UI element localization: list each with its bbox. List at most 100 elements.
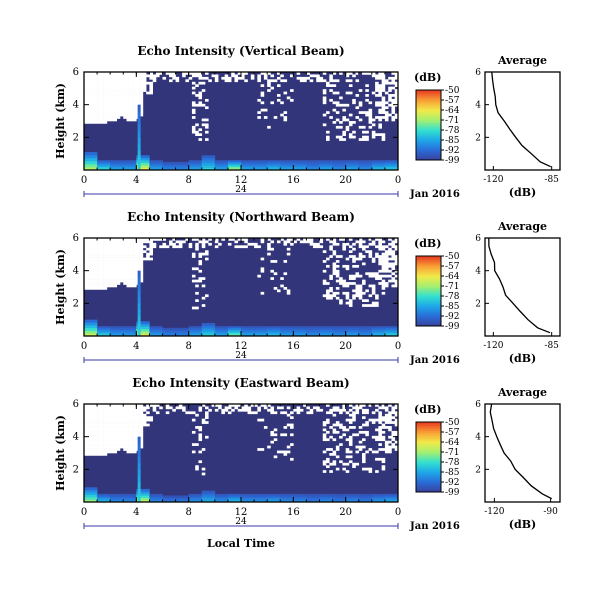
no-echo-cell	[384, 118, 389, 122]
no-echo-cell	[388, 98, 392, 102]
no-echo-cell	[326, 430, 330, 434]
no-echo-cell	[110, 108, 114, 112]
no-echo-cell	[133, 257, 137, 261]
no-echo-cell	[198, 406, 203, 410]
no-echo-cell	[368, 284, 373, 288]
colorbar-segment	[416, 142, 441, 145]
no-echo-cell	[100, 406, 104, 410]
no-echo-cell	[93, 433, 98, 437]
no-echo-cell	[358, 448, 363, 451]
echo-cell	[227, 499, 242, 501]
no-echo-cell	[208, 238, 212, 241]
plume-cell	[137, 316, 141, 324]
no-echo-cell	[345, 455, 350, 459]
no-echo-cell	[93, 81, 98, 85]
no-echo-cell	[394, 411, 399, 415]
echo-plume	[137, 436, 141, 503]
echo-cell	[123, 332, 137, 335]
no-echo-cell	[172, 245, 176, 249]
no-echo-cell	[214, 404, 219, 407]
no-echo-cell	[257, 79, 261, 83]
no-echo-cell	[93, 106, 98, 110]
no-echo-cell	[384, 267, 389, 271]
no-echo-cell	[119, 240, 124, 244]
no-echo-cell	[93, 445, 98, 449]
colorbar-segment	[416, 453, 441, 456]
no-echo-cell	[365, 450, 369, 454]
no-echo-cell	[84, 96, 88, 100]
no-echo-cell	[388, 421, 392, 424]
no-echo-cell	[84, 108, 88, 112]
no-echo-cell	[303, 79, 307, 83]
no-echo-cell	[384, 406, 389, 410]
no-echo-cell	[136, 428, 140, 432]
no-echo-cell	[123, 94, 127, 97]
no-echo-cell	[90, 89, 95, 92]
no-echo-cell	[87, 247, 91, 251]
no-echo-cell	[110, 262, 114, 266]
echo-cell	[293, 160, 307, 163]
no-echo-cell	[394, 418, 399, 422]
colorbar-tick-label: -85	[445, 468, 460, 478]
no-echo-cell	[368, 294, 373, 298]
no-echo-cell	[384, 445, 389, 449]
no-echo-cell	[309, 74, 314, 78]
no-echo-cell	[84, 262, 88, 266]
no-echo-cell	[97, 79, 101, 83]
colorbar-tick-label: -50	[445, 86, 460, 96]
no-echo-cell	[90, 411, 95, 415]
no-echo-cell	[198, 450, 203, 454]
no-echo-cell	[332, 453, 337, 456]
no-echo-cell	[391, 430, 396, 434]
no-echo-cell	[381, 74, 386, 78]
no-echo-cell	[227, 79, 232, 83]
no-echo-cell	[100, 287, 104, 290]
plume-cell	[137, 309, 141, 317]
no-echo-cell	[332, 79, 337, 83]
no-echo-cell	[110, 404, 114, 407]
no-echo-cell	[201, 242, 206, 246]
echo-cell	[201, 327, 216, 330]
no-echo-cell	[352, 255, 356, 258]
average-profile-line	[488, 237, 551, 334]
no-echo-cell	[201, 421, 206, 424]
echo-cell	[345, 495, 360, 497]
no-echo-cell	[116, 84, 121, 87]
no-echo-cell	[391, 408, 396, 412]
no-echo-cell	[139, 255, 144, 258]
no-echo-cell	[87, 116, 91, 119]
colorbar-segment	[416, 488, 441, 491]
no-echo-cell	[365, 411, 369, 415]
no-echo-cell	[299, 76, 304, 80]
no-echo-cell	[100, 76, 104, 80]
no-echo-cell	[142, 408, 147, 412]
no-echo-cell	[384, 421, 389, 424]
colorbar-segment	[416, 154, 441, 157]
no-echo-cell	[371, 291, 376, 295]
no-echo-cell	[110, 72, 114, 75]
no-echo-cell	[123, 96, 127, 100]
no-echo-cell	[381, 255, 386, 258]
no-echo-cell	[365, 138, 369, 141]
no-echo-cell	[332, 291, 337, 295]
no-echo-cell	[384, 416, 389, 419]
no-echo-cell	[84, 118, 88, 122]
no-echo-cell	[280, 450, 284, 454]
no-echo-cell	[84, 240, 88, 244]
no-echo-cell	[126, 445, 131, 449]
no-echo-cell	[129, 282, 134, 285]
no-echo-cell	[362, 282, 366, 285]
no-echo-cell	[136, 89, 140, 92]
no-echo-cell	[348, 72, 353, 75]
no-echo-cell	[322, 462, 327, 466]
no-echo-cell	[375, 103, 379, 107]
echo-cell	[254, 163, 268, 166]
echo-cell	[371, 329, 386, 332]
no-echo-cell	[384, 91, 389, 95]
no-echo-cell	[312, 242, 317, 246]
no-echo-cell	[329, 274, 333, 278]
no-echo-cell	[100, 242, 104, 246]
no-echo-cell	[97, 91, 101, 95]
no-echo-cell	[87, 111, 91, 114]
no-echo-cell	[201, 245, 206, 249]
